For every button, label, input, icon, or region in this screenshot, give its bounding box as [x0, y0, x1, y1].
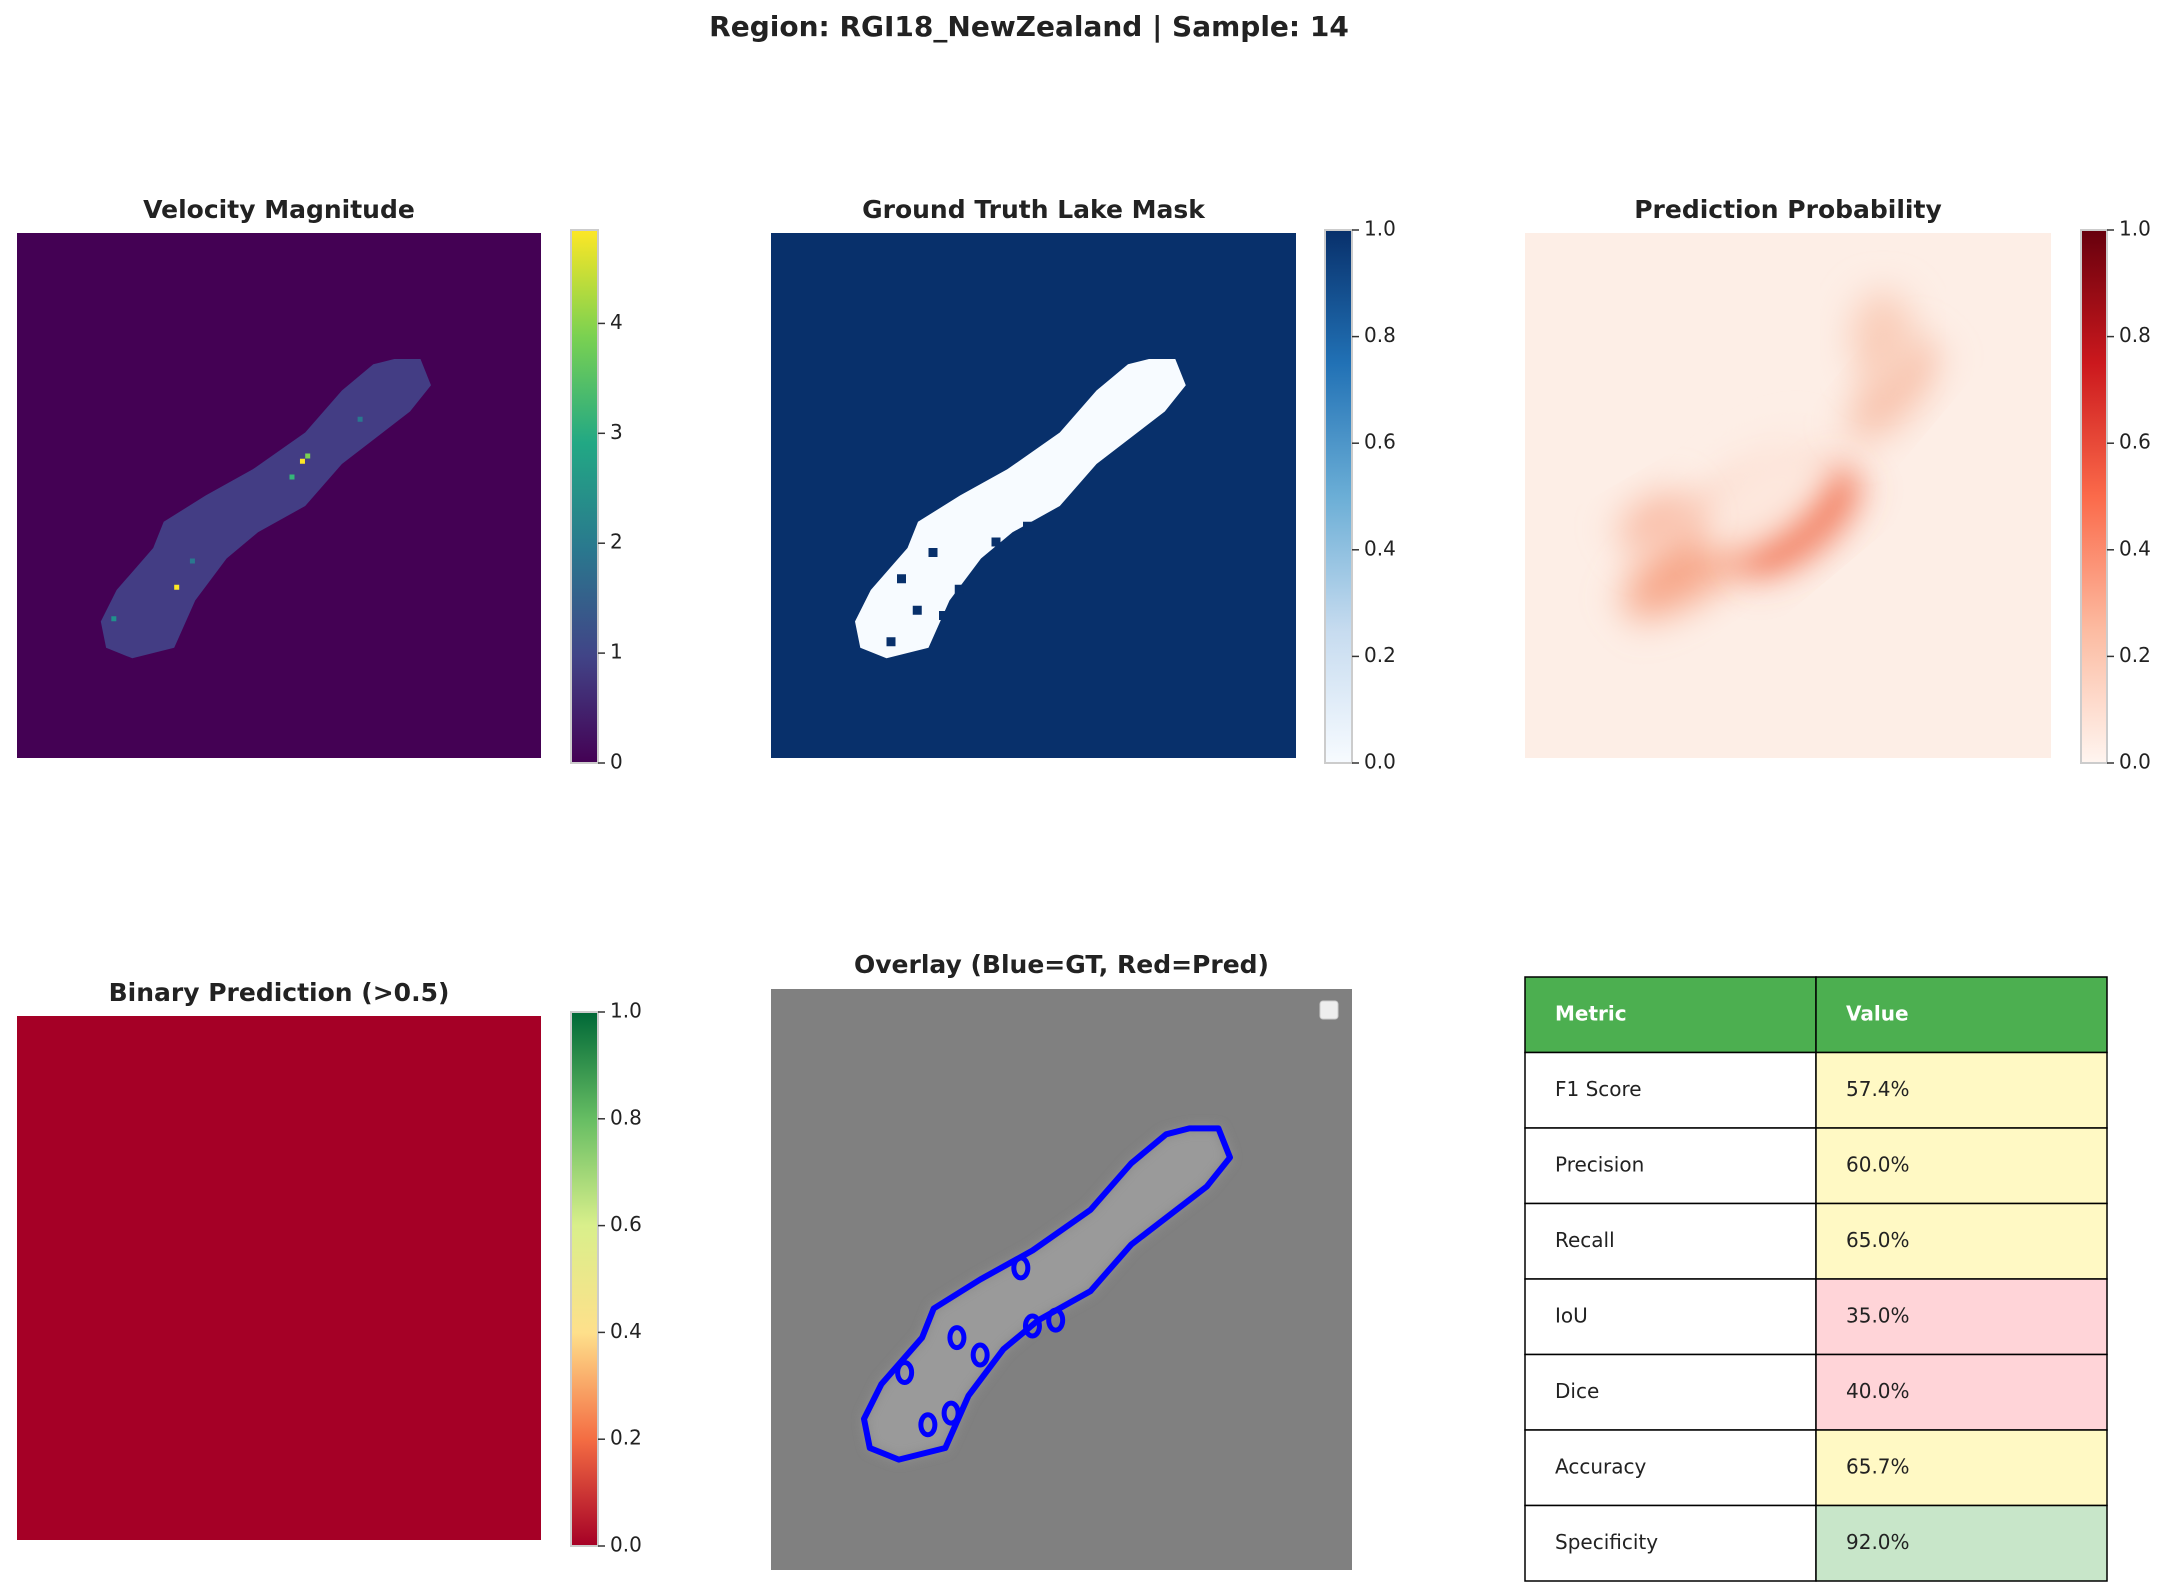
cell-text: F1 Score — [1555, 1077, 1642, 1101]
gt-outline — [1011, 1255, 1031, 1281]
colorbar-tick-label: 0.4 — [1364, 536, 1396, 560]
pixel — [111, 616, 117, 622]
gt-outline — [1046, 1307, 1066, 1333]
header-text: Metric — [1555, 1001, 1627, 1025]
cell-text: 92.0% — [1846, 1530, 1910, 1554]
table-cell — [1524, 1202, 1817, 1280]
glacier — [864, 1128, 1230, 1460]
colorbar-tick-label: 0.0 — [2119, 750, 2151, 774]
table-cell — [1815, 1429, 2108, 1507]
colorbar — [570, 229, 599, 764]
hole — [912, 605, 922, 615]
table-cell — [1815, 1127, 2108, 1205]
cell-text: 65.0% — [1846, 1228, 1910, 1252]
hole — [928, 548, 938, 557]
gt-outline — [918, 1412, 938, 1438]
colorbar-tick-label: 2 — [610, 530, 623, 554]
blob — [1617, 490, 1696, 553]
gt-outline — [895, 1359, 915, 1385]
blob — [1847, 339, 1939, 442]
pixel — [357, 416, 363, 422]
colorbar — [1324, 229, 1353, 764]
colorbar-tick-label: 0.8 — [610, 1105, 642, 1129]
cell-text: 65.7% — [1846, 1454, 1910, 1478]
gt-outline — [941, 1400, 961, 1426]
table-cell — [1815, 1051, 2108, 1129]
blob — [1691, 435, 1832, 556]
hole — [1023, 521, 1032, 531]
colorbar-tick-label: 0.4 — [610, 1319, 642, 1343]
panel-title: Prediction Probability — [1634, 195, 1942, 224]
colorbar-tick-label: 0.2 — [1364, 643, 1396, 667]
colorbar-tick-label: 0.0 — [1364, 750, 1396, 774]
pixel — [174, 584, 180, 590]
colorbar-tick-label: 1 — [610, 640, 623, 664]
cell-text: 57.4% — [1846, 1077, 1910, 1101]
figure-title: Region: RGI18_NewZealand | Sample: 14 — [709, 10, 1349, 43]
cell-text: 60.0% — [1846, 1152, 1910, 1176]
gt-outline — [1022, 1313, 1042, 1339]
colorbar-tick-label: 3 — [610, 420, 623, 444]
table-cell — [1524, 1504, 1817, 1582]
colorbar-tick-label: 4 — [610, 310, 623, 334]
hole — [886, 637, 896, 647]
pixel — [289, 474, 295, 480]
colorbar-tick-label: 1.0 — [610, 999, 642, 1023]
table-cell — [1524, 1353, 1817, 1431]
panel-title: Ground Truth Lake Mask — [862, 195, 1206, 224]
table-cell — [1815, 1278, 2108, 1356]
cell-text: 40.0% — [1846, 1379, 1910, 1403]
gt-outline — [970, 1342, 990, 1368]
hole — [991, 537, 1001, 547]
table-cell — [1815, 1353, 2108, 1431]
table-cell — [1815, 1504, 2108, 1582]
cell-text: Precision — [1555, 1152, 1644, 1176]
colorbar — [2080, 229, 2108, 764]
colorbar-tick-label: 0.4 — [2119, 536, 2151, 560]
colorbar-tick-label: 1.0 — [1364, 217, 1396, 241]
hole — [954, 584, 964, 594]
pixel — [299, 458, 305, 464]
colorbar — [570, 1011, 599, 1547]
colorbar-tick-label: 0 — [610, 750, 623, 774]
panel-title: Velocity Magnitude — [143, 195, 415, 224]
colorbar-tick-label: 0.6 — [1364, 430, 1396, 454]
blob — [1851, 290, 1915, 386]
colorbar-tick-label: 0.2 — [610, 1426, 642, 1450]
colorbar-tick-label: 0.0 — [610, 1533, 642, 1557]
colorbar-tick-label: 0.2 — [2119, 643, 2151, 667]
header-text: Value — [1846, 1001, 1909, 1025]
pixel — [189, 558, 195, 564]
pixel — [305, 453, 311, 459]
header-cell — [1815, 976, 2108, 1054]
table-cell — [1524, 1429, 1817, 1507]
panel-title: Binary Prediction (>0.5) — [109, 978, 450, 1007]
cell-text: Specificity — [1555, 1530, 1658, 1554]
gt-outline — [947, 1325, 967, 1351]
colorbar-tick-label: 0.8 — [2119, 323, 2151, 347]
colorbar-tick-label: 0.6 — [610, 1212, 642, 1236]
colorbar-tick-label: 1.0 — [2119, 217, 2151, 241]
table-cell — [1815, 1202, 2108, 1280]
hole — [897, 574, 906, 584]
lake — [855, 359, 1186, 659]
glacier — [100, 359, 432, 659]
panel-title: Overlay (Blue=GT, Red=Pred) — [854, 950, 1269, 979]
cell-text: Dice — [1555, 1379, 1599, 1403]
cell-text: IoU — [1555, 1303, 1588, 1327]
colorbar-tick-label: 0.8 — [1364, 323, 1396, 347]
colorbar-tick-label: 0.6 — [2119, 430, 2151, 454]
legend-box — [1319, 1000, 1339, 1020]
cell-text: 35.0% — [1846, 1303, 1910, 1327]
cell-text: Accuracy — [1555, 1454, 1646, 1478]
hole — [939, 611, 948, 620]
cell-text: Recall — [1555, 1228, 1615, 1252]
image-bg — [17, 1016, 541, 1540]
